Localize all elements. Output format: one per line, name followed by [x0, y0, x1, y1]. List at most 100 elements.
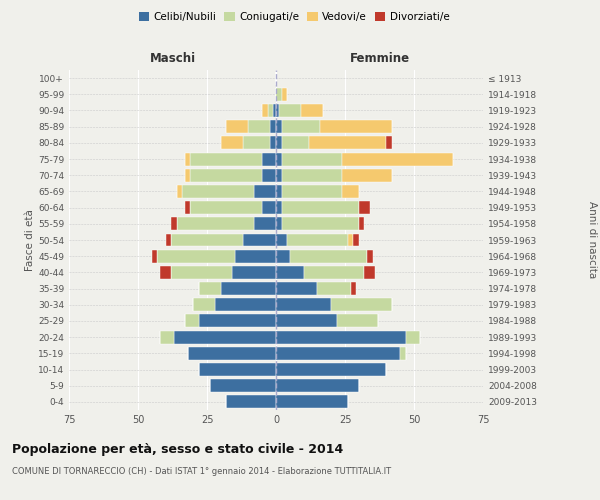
Bar [281, 136, 309, 149]
Bar [364, 266, 376, 279]
Bar [342, 185, 359, 198]
Bar [199, 314, 276, 328]
Bar [276, 396, 348, 408]
Bar [406, 330, 419, 344]
Bar [301, 104, 323, 117]
Bar [190, 201, 262, 214]
Bar [276, 314, 337, 328]
Bar [276, 330, 406, 344]
Bar [190, 169, 262, 181]
Bar [271, 120, 276, 133]
Text: COMUNE DI TORNARECCIO (CH) - Dati ISTAT 1° gennaio 2014 - Elaborazione TUTTITALI: COMUNE DI TORNARECCIO (CH) - Dati ISTAT … [12, 468, 391, 476]
Bar [188, 347, 276, 360]
Bar [320, 120, 392, 133]
Bar [342, 169, 392, 181]
Bar [166, 234, 171, 246]
Bar [281, 201, 359, 214]
Bar [226, 396, 276, 408]
Bar [281, 185, 342, 198]
Bar [254, 218, 276, 230]
Bar [359, 218, 364, 230]
Bar [221, 282, 276, 295]
Bar [235, 250, 276, 262]
Bar [243, 136, 271, 149]
Bar [190, 152, 262, 166]
Bar [276, 120, 281, 133]
Bar [262, 104, 268, 117]
Bar [157, 250, 235, 262]
Bar [400, 347, 406, 360]
Text: Maschi: Maschi [149, 52, 196, 65]
Bar [185, 169, 190, 181]
Bar [276, 152, 281, 166]
Bar [276, 88, 281, 101]
Bar [273, 104, 276, 117]
Y-axis label: Fasce di età: Fasce di età [25, 209, 35, 271]
Bar [276, 298, 331, 311]
Bar [174, 330, 276, 344]
Bar [210, 379, 276, 392]
Bar [276, 282, 317, 295]
Bar [185, 314, 199, 328]
Bar [182, 185, 254, 198]
Bar [276, 363, 386, 376]
Bar [367, 250, 373, 262]
Bar [309, 136, 386, 149]
Bar [276, 104, 279, 117]
Text: Anni di nascita: Anni di nascita [587, 202, 597, 278]
Text: Popolazione per età, sesso e stato civile - 2014: Popolazione per età, sesso e stato civil… [12, 442, 343, 456]
Bar [160, 266, 171, 279]
Bar [337, 314, 378, 328]
Bar [386, 136, 392, 149]
Bar [185, 152, 190, 166]
Bar [176, 185, 182, 198]
Bar [268, 104, 273, 117]
Bar [281, 169, 342, 181]
Bar [276, 169, 281, 181]
Bar [287, 234, 348, 246]
Bar [281, 152, 342, 166]
Bar [359, 201, 370, 214]
Bar [171, 266, 232, 279]
Bar [276, 266, 304, 279]
Bar [279, 104, 301, 117]
Bar [248, 120, 271, 133]
Bar [262, 201, 276, 214]
Bar [271, 136, 276, 149]
Bar [276, 347, 400, 360]
Bar [331, 298, 392, 311]
Bar [276, 250, 290, 262]
Bar [226, 120, 248, 133]
Bar [152, 250, 157, 262]
Text: Femmine: Femmine [349, 52, 410, 65]
Bar [353, 234, 359, 246]
Bar [276, 218, 281, 230]
Bar [199, 282, 221, 295]
Bar [304, 266, 364, 279]
Bar [185, 201, 190, 214]
Legend: Celibi/Nubili, Coniugati/e, Vedovi/e, Divorziati/e: Celibi/Nubili, Coniugati/e, Vedovi/e, Di… [134, 8, 454, 26]
Bar [232, 266, 276, 279]
Bar [317, 282, 350, 295]
Bar [276, 379, 359, 392]
Bar [243, 234, 276, 246]
Bar [281, 88, 287, 101]
Bar [221, 136, 243, 149]
Bar [281, 218, 359, 230]
Bar [276, 185, 281, 198]
Bar [276, 136, 281, 149]
Bar [254, 185, 276, 198]
Bar [262, 169, 276, 181]
Bar [342, 152, 452, 166]
Bar [215, 298, 276, 311]
Bar [176, 218, 254, 230]
Bar [281, 120, 320, 133]
Bar [276, 234, 287, 246]
Bar [348, 234, 353, 246]
Bar [290, 250, 367, 262]
Bar [262, 152, 276, 166]
Bar [350, 282, 356, 295]
Bar [276, 201, 281, 214]
Bar [171, 234, 243, 246]
Bar [199, 363, 276, 376]
